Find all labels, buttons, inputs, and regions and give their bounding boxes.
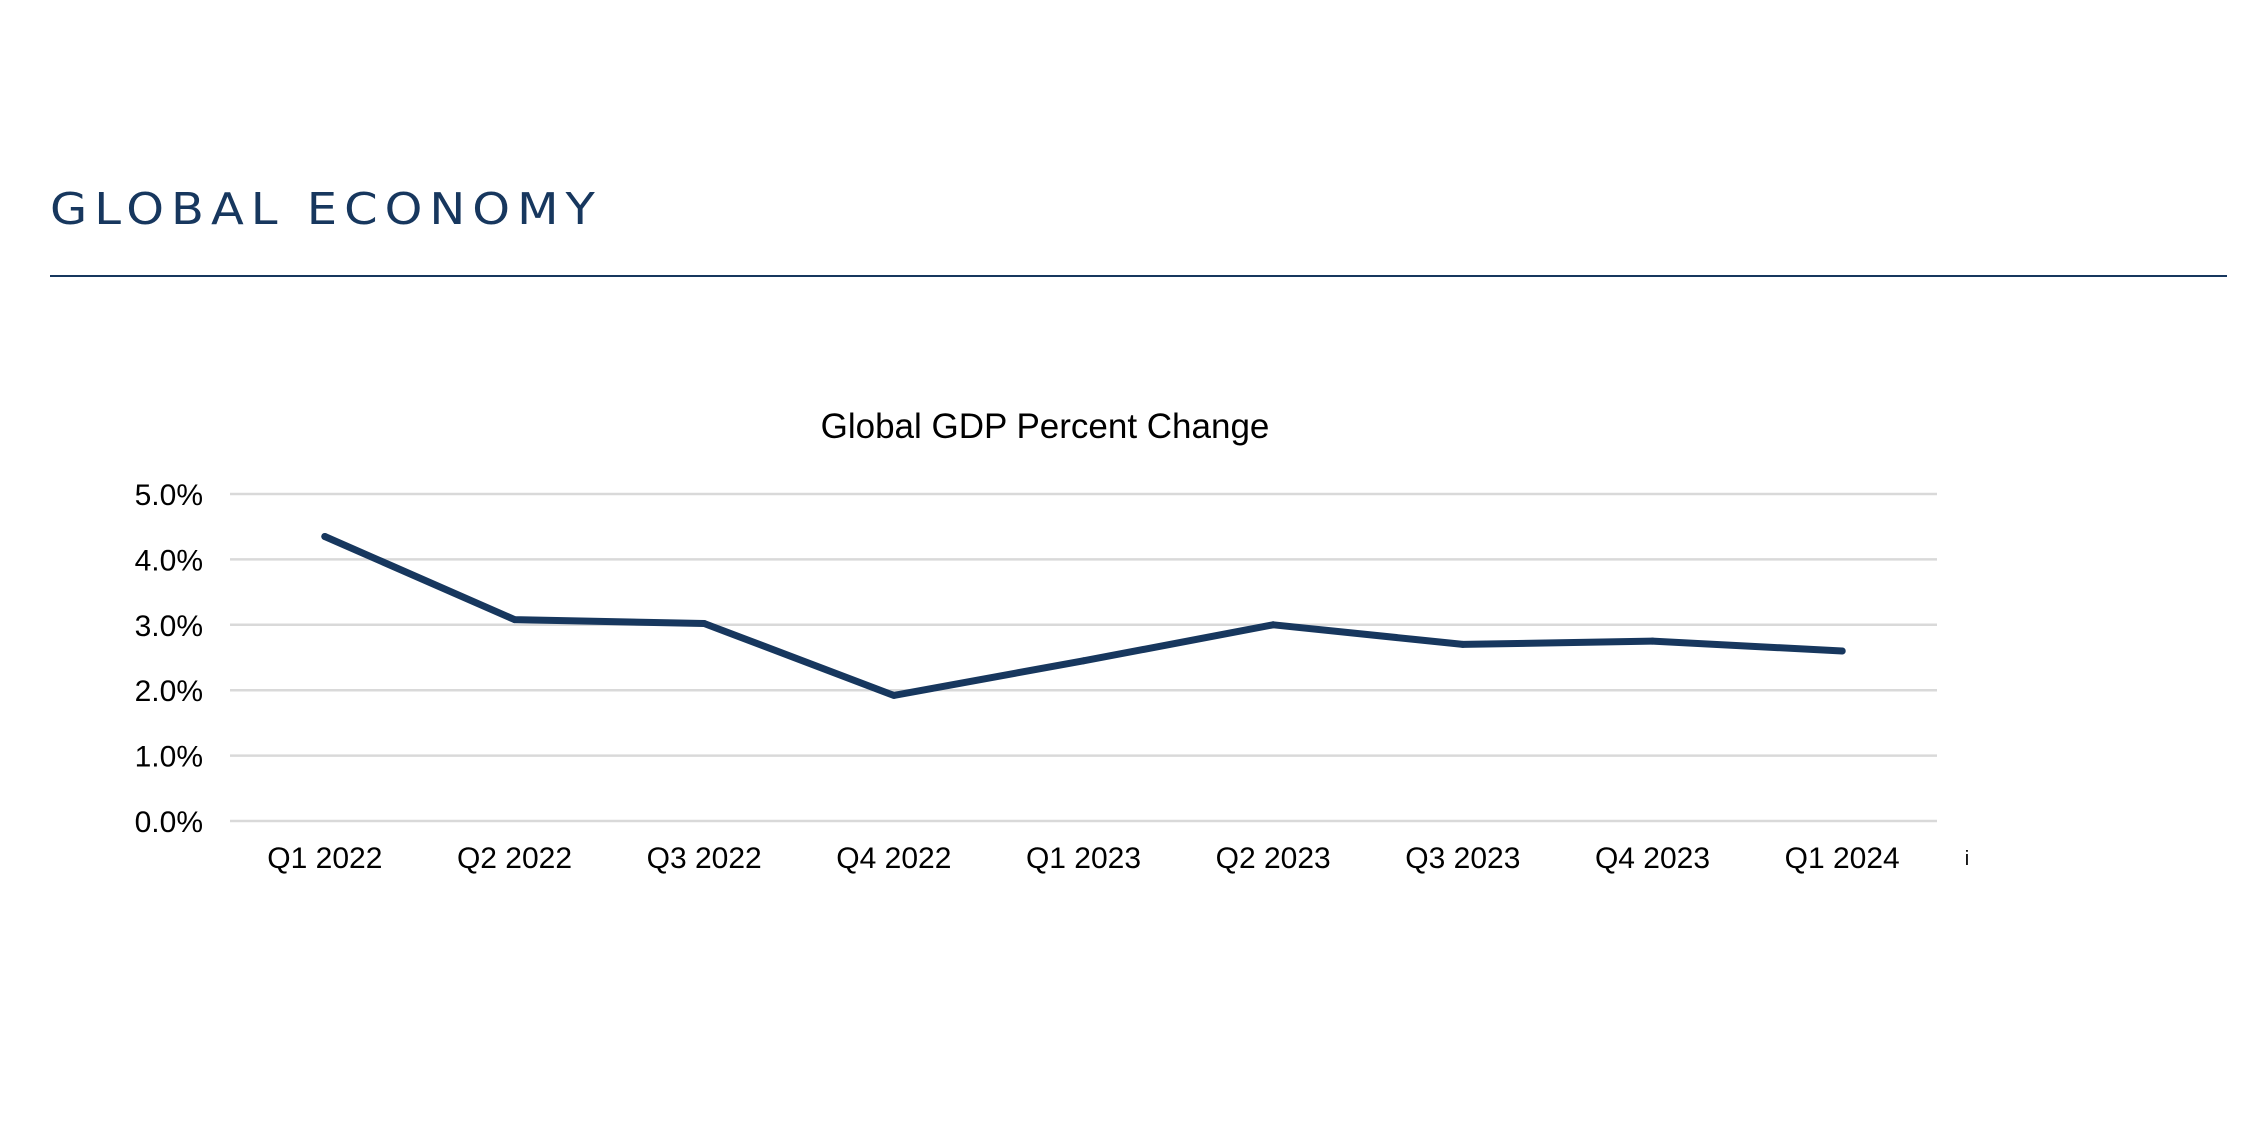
data-point [700, 619, 708, 627]
chart-title: Global GDP Percent Change [821, 407, 1270, 446]
x-tick-label: Q2 2023 [1216, 842, 1331, 875]
y-tick-label: 1.0% [135, 741, 203, 774]
page-title: Global Economy [50, 184, 602, 235]
y-tick-label: 5.0% [135, 479, 203, 512]
y-tick-label: 3.0% [135, 610, 203, 643]
x-tick-label: Q1 2023 [1026, 842, 1141, 875]
series-lines [321, 533, 1846, 699]
x-axis-ticks: Q1 2022 Q2 2022 Q3 2022 Q4 2022 Q1 2023 Q2 20… [267, 842, 1899, 875]
data-point [1838, 647, 1846, 655]
data-point [511, 616, 518, 624]
data-point [1649, 637, 1656, 645]
title-divider [50, 275, 2227, 277]
x-tick-label: Q1 2024 [1785, 842, 1900, 875]
data-point [1269, 621, 1277, 629]
footnote-mark: i [1965, 848, 1969, 870]
x-tick-label: Q4 2023 [1595, 842, 1710, 875]
data-point [890, 691, 898, 699]
x-tick-label: Q1 2022 [267, 842, 382, 875]
x-tick-label: Q4 2022 [836, 842, 951, 875]
data-point [1459, 640, 1467, 648]
y-tick-label: 0.0% [135, 806, 203, 839]
x-tick-label: Q2 2022 [457, 842, 572, 875]
y-tick-label: 2.0% [135, 675, 203, 708]
data-point [1080, 657, 1087, 665]
gridlines [230, 492, 1937, 823]
y-axis-ticks: 0.0% 1.0% 2.0% 3.0% 4.0% 5.0% [135, 479, 203, 839]
data-point [321, 533, 329, 541]
y-tick-label: 4.0% [135, 544, 203, 577]
x-tick-label: Q3 2022 [647, 842, 762, 875]
x-tick-label: Q3 2023 [1405, 842, 1520, 875]
